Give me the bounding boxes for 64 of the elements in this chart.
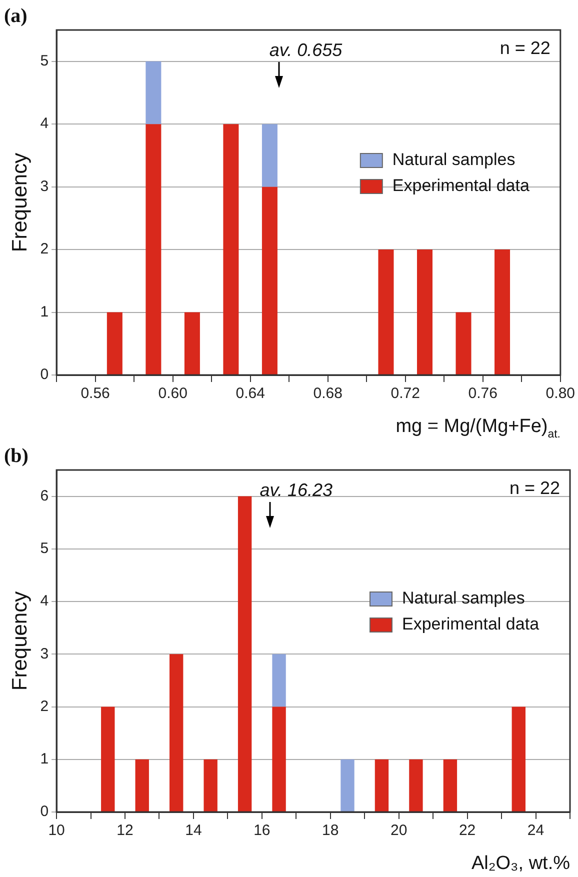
legend-label: Natural samples [392, 150, 516, 170]
y-axis-title: Frequency [8, 590, 32, 691]
bar [456, 312, 472, 374]
bar [135, 759, 149, 812]
legend-label: Experimental data [392, 176, 530, 196]
bar [146, 124, 162, 374]
bar [101, 706, 115, 812]
y-tick-label: 2 [40, 240, 49, 258]
x-tick-label: 18 [322, 822, 339, 840]
annotation: n = 22 [509, 478, 560, 498]
y-tick-label: 5 [40, 52, 49, 70]
bar [378, 250, 394, 374]
bar [146, 61, 162, 124]
bar [223, 124, 239, 374]
bar [416, 250, 432, 374]
bar [184, 312, 200, 374]
bar [443, 759, 458, 812]
text: 0.60 [158, 385, 188, 402]
y-tick-label: 4 [40, 592, 49, 610]
y-tick-label: 1 [40, 303, 49, 320]
bar [272, 654, 286, 707]
y-tick-label: 1 [40, 750, 49, 768]
x-tick-label: 14 [185, 822, 202, 840]
bar [262, 124, 278, 187]
y-tick-label: 3 [40, 645, 49, 662]
x-tick-label: 0.80 [546, 385, 576, 402]
y-tick-label: 2 [40, 698, 49, 715]
bar [272, 706, 286, 812]
bar [106, 312, 122, 374]
x-tick-label: 0.56 [80, 385, 110, 402]
y-tick-label: 0 [40, 803, 49, 820]
x-tick-label: 22 [458, 822, 476, 840]
x-tick-label: 0.72 [390, 385, 420, 402]
x-tick-label: 0.64 [236, 385, 265, 402]
y-tick-label: 0 [40, 366, 49, 384]
y-axis-title: Frequency [8, 152, 32, 252]
bar [512, 706, 526, 812]
y-tick-label: 3 [40, 178, 49, 195]
legend-label: Experimental data [402, 614, 540, 634]
x-tick-label: 12 [116, 822, 134, 840]
bar [170, 654, 184, 812]
bar [409, 759, 423, 812]
bar [238, 496, 252, 812]
y-tick-label: 6 [40, 487, 49, 504]
y-tick-label: 5 [40, 540, 49, 558]
x-tick-label: 16 [254, 822, 270, 840]
legend-label: Natural samples [402, 588, 525, 608]
x-axis-title: Al₂O₃, wt.% [471, 853, 570, 874]
bar [494, 250, 510, 374]
ref-line-label: av. 16.23 [260, 480, 333, 500]
annotation: n = 22 [500, 38, 550, 58]
bar [204, 759, 218, 812]
x-tick-label: 24 [527, 822, 544, 840]
x-tick-label: 20 [390, 822, 408, 840]
x-tick-label: 0.76 [468, 385, 498, 402]
y-tick-label: 4 [40, 115, 49, 132]
bar [340, 759, 354, 812]
ref-line-label: av. 0.655 [269, 40, 344, 60]
bar [262, 186, 278, 374]
chart-title: (a) [4, 5, 28, 27]
chart-title: (b) [4, 445, 28, 467]
bar [374, 759, 389, 812]
x-tick-label: 0.68 [313, 385, 342, 402]
x-tick-label: 10 [48, 822, 65, 840]
